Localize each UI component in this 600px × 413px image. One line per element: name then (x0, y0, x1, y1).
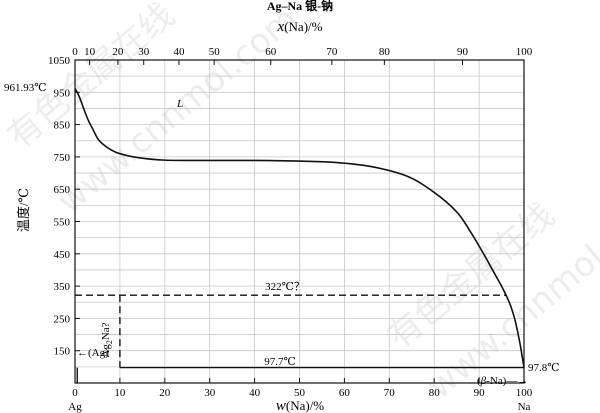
bottom-tick-label: 80 (429, 387, 441, 399)
bottom-axis-label: (Na)/% (286, 398, 324, 413)
left-tick-label: 550 (54, 217, 71, 229)
bottom-tick-label: 100 (516, 387, 533, 399)
top-tick-label: 40 (173, 46, 185, 58)
na-phase-label: (β-Na)—→ (477, 375, 528, 387)
bottom-axis-end-right: Na (518, 401, 531, 413)
eutectic-label: 97.7℃ (264, 356, 296, 368)
liquidus-curve (74, 88, 525, 368)
top-tick-label: 50 (209, 46, 221, 58)
monotectic-label: 322℃？ (265, 281, 305, 293)
bottom-axis-end-left: Ag (68, 401, 82, 413)
top-tick-label: 100 (516, 46, 533, 58)
compound-label-rest: Na? (100, 322, 112, 340)
left-tick-label: 1050 (48, 55, 71, 67)
left-tick-label: 250 (54, 313, 71, 325)
left-tick-label: 850 (54, 120, 71, 132)
bottom-tick-label: 90 (474, 387, 486, 399)
top-axis-label: (Na)/% (284, 19, 322, 34)
bottom-tick-label: 30 (204, 387, 216, 399)
left-axis-ticks: 1050 950 850 750 650 550 450 350 250 150 (48, 55, 80, 358)
bottom-tick-label: 60 (339, 387, 351, 399)
na-phase-arrow: —→ (505, 375, 528, 387)
na-phase-open: ( (477, 375, 481, 387)
left-tick-label: 650 (54, 184, 71, 196)
na-phase-beta: β (480, 375, 487, 387)
left-tick-label: 150 (54, 346, 71, 358)
compound-label-base: Ag (100, 344, 112, 358)
na-phase-close: -Na) (486, 375, 506, 387)
left-tick-label: 950 (54, 87, 71, 99)
top-tick-label: 90 (457, 46, 469, 58)
compound-label-sub: 2 (105, 340, 114, 344)
top-tick-label: 60 (265, 46, 277, 58)
bottom-axis-ticks: 0 10 20 30 40 50 60 70 80 90 100 (72, 378, 533, 399)
left-axis-title: 温度/℃ (16, 188, 31, 232)
bottom-tick-label: 10 (114, 387, 126, 399)
bottom-tick-label: 0 (72, 387, 78, 399)
ag-melting-point-label: 961.93℃ (4, 82, 47, 94)
bottom-tick-label: 70 (384, 387, 396, 399)
ag-phase-label: ←(Ag) (77, 347, 109, 359)
left-tick-label: 350 (54, 281, 71, 293)
bottom-tick-label: 50 (294, 387, 306, 399)
top-tick-label: 0 (72, 46, 78, 58)
grid (75, 60, 524, 383)
top-tick-label: 20 (112, 46, 124, 58)
top-axis-ticks: 0 10 20 30 40 50 60 70 80 90 100 (72, 46, 533, 65)
top-tick-label: 70 (326, 46, 338, 58)
diagram-title: Ag–Na 银-钠 (267, 0, 333, 13)
bottom-tick-label: 40 (249, 387, 261, 399)
na-melting-point-label: 97.8℃ (528, 362, 560, 374)
left-tick-label: 450 (54, 249, 71, 261)
bottom-axis-var: w (276, 398, 286, 413)
top-axis-var: x (277, 19, 285, 35)
watermark-text-2: www.cnnmol.com (50, 0, 305, 222)
liquid-phase-label: L (176, 98, 183, 110)
bottom-axis-title: w(Na)/% (276, 398, 324, 413)
left-tick-label: 750 (54, 152, 71, 164)
bottom-tick-label: 20 (159, 387, 171, 399)
top-tick-label: 30 (138, 46, 150, 58)
top-tick-label: 80 (379, 46, 391, 58)
top-axis-title: x(Na)/% (277, 19, 323, 35)
compound-label: Ag2Na? (100, 322, 114, 357)
top-tick-label: 10 (84, 46, 96, 58)
